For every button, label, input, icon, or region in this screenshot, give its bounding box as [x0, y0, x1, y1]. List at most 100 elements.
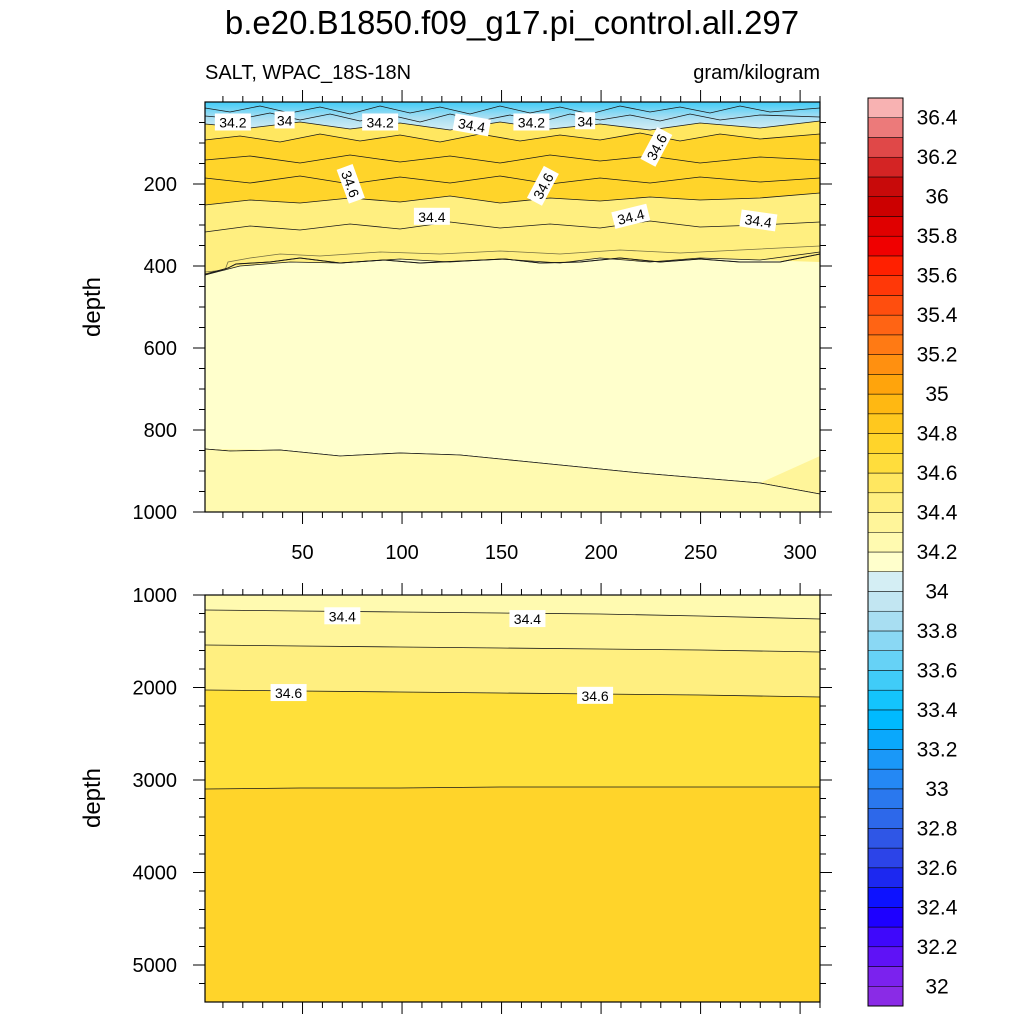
colorbar-swatch: [867, 216, 904, 237]
upper-contour-label: 34.4: [452, 113, 491, 137]
svg-text:34.6: 34.6: [275, 685, 302, 701]
colorbar-swatch: [867, 591, 904, 612]
colorbar-swatch: [867, 571, 904, 592]
colorbar-swatch: [867, 907, 904, 928]
colorbar-swatch: [867, 374, 904, 395]
svg-text:34.2: 34.2: [367, 115, 394, 131]
colorbar-label: 32.6: [917, 857, 958, 880]
colorbar-swatch: [867, 354, 904, 375]
colorbar-swatch: [867, 926, 904, 948]
lower-y-tick-label: 4000: [133, 863, 178, 885]
colorbar-swatch: [867, 986, 904, 1007]
colorbar-swatch: [867, 156, 904, 178]
upper-contour-label: 34.2: [362, 113, 399, 131]
colorbar-swatch: [867, 453, 904, 474]
svg-text:34.4: 34.4: [744, 211, 773, 231]
colorbar-label: 32.2: [917, 936, 958, 959]
upper-x-tick-label: 200: [584, 542, 617, 564]
upper-contour-label: 34.2: [513, 113, 550, 131]
lower-y-tick-label: 3000: [133, 770, 178, 792]
upper-y-tick-label: 400: [144, 256, 177, 278]
colorbar-swatch: [867, 551, 904, 572]
colorbar-frame: [867, 97, 904, 1007]
colorbar-swatch: [867, 749, 904, 770]
svg-text:34.2: 34.2: [518, 115, 545, 131]
upper-contour-label: 34.4: [413, 207, 450, 225]
colorbar-label: 32: [925, 975, 948, 998]
upper-panel: [205, 102, 820, 512]
colorbar-swatch: [867, 689, 904, 711]
colorbar-label: 33.8: [917, 620, 958, 643]
svg-text:34: 34: [277, 112, 293, 128]
colorbar-label: 32.4: [917, 896, 958, 919]
band-below-34.3-deep: [205, 449, 820, 512]
upper-y-tick-label: 1000: [133, 502, 178, 524]
colorbar-label: 35.6: [917, 265, 958, 288]
colorbar-swatch: [867, 532, 904, 553]
colorbar-swatch: [867, 966, 904, 987]
colorbar-label: 32.8: [917, 817, 958, 840]
lower-y-axis-label: depth: [79, 768, 106, 828]
upper-x-tick-label: 150: [485, 542, 518, 564]
colorbar-swatch: [867, 196, 904, 217]
variable-region-label: SALT, WPAC_18S-18N: [205, 62, 412, 84]
colorbar-label: 33.2: [917, 738, 958, 761]
colorbar-swatch: [867, 729, 904, 750]
colorbar-swatch: [867, 137, 904, 158]
colorbar-swatch: [867, 295, 904, 316]
svg-text:34.6: 34.6: [581, 688, 608, 704]
colorbar-swatch: [867, 946, 904, 967]
upper-contour-label: 34: [575, 112, 596, 130]
colorbar-label: 33.4: [917, 699, 958, 722]
upper-y-tick-label: 800: [144, 420, 177, 442]
colorbar-label: 36: [925, 186, 948, 209]
colorbar-swatch: [867, 472, 904, 494]
colorbar-swatch: [867, 176, 904, 197]
lower-contour-label: 34.6: [577, 686, 614, 704]
band-34.4-34.5: [205, 193, 820, 275]
upper-y-axis-label: depth: [79, 277, 106, 337]
colorbar-swatch: [867, 630, 904, 651]
lower-contour-label: 34.4: [324, 607, 361, 625]
lower-y-tick-label: 2000: [133, 678, 178, 700]
chart-title: b.e20.B1850.f09_g17.pi_control.all.297: [224, 4, 800, 41]
contour-34.3-main: [205, 253, 820, 276]
colorbar-swatch: [867, 235, 904, 257]
colorbar-swatch: [867, 610, 904, 632]
colorbar-swatch: [867, 867, 904, 888]
colorbar-swatch: [867, 255, 904, 276]
colorbar-label: 33.6: [917, 659, 958, 682]
svg-text:34.4: 34.4: [616, 206, 647, 228]
colorbar-label: 36.4: [917, 107, 958, 130]
colorbar-label: 34.6: [917, 462, 958, 485]
upper-contour-label: 34: [274, 111, 295, 129]
colorbar-swatch: [867, 275, 904, 296]
colorbar-label: 33: [925, 778, 948, 801]
upper-x-tick-label: 50: [291, 542, 313, 564]
upper-y-tick-label: 600: [144, 338, 177, 360]
lower-y-tick-label: 5000: [133, 955, 178, 977]
colorbar-swatch: [867, 709, 904, 730]
colorbar-label: 34.2: [917, 541, 958, 564]
colorbar-label: 35.8: [917, 225, 958, 248]
svg-text:34: 34: [577, 113, 593, 129]
colorbar-swatch: [867, 433, 904, 454]
colorbar-label: 35.2: [917, 344, 958, 367]
colorbar-swatch: [867, 97, 904, 118]
colorbar-label: 35.4: [917, 304, 958, 327]
colorbar-swatch: [867, 393, 904, 415]
svg-text:34.4: 34.4: [329, 608, 356, 624]
lower-y-tick-label: 1000: [133, 585, 178, 607]
colorbar-swatch: [867, 314, 904, 336]
lower-contour-label: 34.4: [509, 610, 546, 628]
colorbar: 32 32.2 32.4 32.6 32.8 33 33.2 33.4 33.6 33.8 34 34…: [867, 97, 958, 1007]
colorbar-swatch: [867, 413, 904, 434]
colorbar-swatch: [867, 768, 904, 790]
colorbar-swatch: [867, 670, 904, 691]
colorbar-label: 34.4: [917, 502, 958, 525]
colorbar-swatch: [867, 788, 904, 809]
colorbar-swatch: [867, 492, 904, 513]
upper-x-tick-label: 100: [385, 542, 418, 564]
colorbar-swatch: [867, 117, 904, 138]
